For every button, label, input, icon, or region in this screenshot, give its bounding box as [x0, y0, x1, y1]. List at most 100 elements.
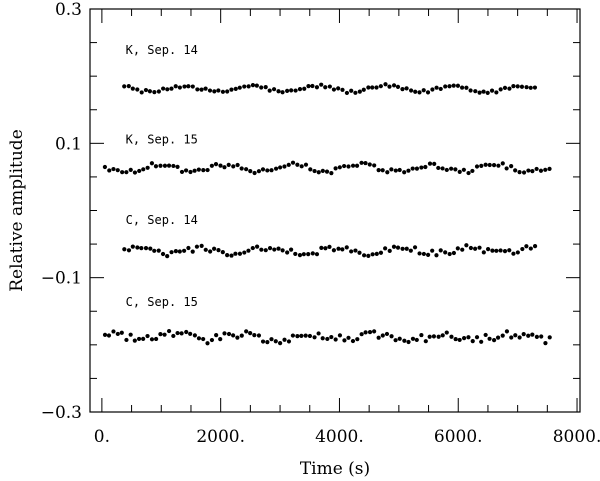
- data-point: [267, 88, 272, 93]
- data-point: [126, 83, 131, 89]
- data-point: [431, 334, 437, 339]
- data-point: [290, 160, 296, 165]
- data-point: [389, 334, 394, 339]
- data-point: [494, 90, 499, 95]
- data-point: [479, 163, 484, 168]
- data-point: [320, 336, 325, 341]
- data-point: [543, 167, 548, 172]
- data-point: [453, 336, 458, 342]
- data-point: [165, 87, 170, 92]
- data-point: [489, 88, 495, 93]
- data-point: [483, 162, 488, 167]
- data-point: [188, 169, 193, 175]
- data-point: [464, 85, 469, 90]
- data-point: [538, 168, 544, 173]
- data-point: [124, 170, 129, 175]
- data-point: [272, 247, 277, 252]
- data-point: [444, 167, 449, 173]
- data-point: [357, 89, 362, 94]
- data-point: [395, 245, 401, 250]
- data-point: [132, 170, 138, 175]
- data-point: [329, 171, 334, 176]
- data-point: [470, 168, 475, 174]
- data-point: [201, 168, 206, 173]
- data-point: [209, 163, 214, 168]
- data-point: [196, 167, 201, 172]
- data-point: [524, 244, 529, 249]
- data-point: [421, 88, 426, 93]
- data-point: [107, 168, 112, 173]
- data-point: [213, 162, 219, 167]
- series-label: K, Sep. 14: [126, 43, 198, 57]
- data-point: [513, 333, 518, 338]
- data-point: [141, 167, 146, 172]
- data-point: [449, 166, 454, 171]
- data-point: [423, 339, 428, 344]
- data-point: [231, 164, 236, 169]
- data-point: [521, 170, 527, 175]
- data-point: [515, 250, 520, 255]
- data-point: [374, 85, 379, 90]
- data-point: [303, 333, 308, 338]
- data-point: [183, 168, 189, 173]
- data-point: [340, 87, 345, 92]
- data-point: [225, 89, 230, 94]
- data-point: [154, 336, 159, 342]
- data-point: [526, 333, 531, 338]
- data-point: [156, 248, 161, 253]
- data-point: [203, 86, 208, 91]
- data-point: [507, 248, 512, 253]
- data-point: [443, 250, 448, 255]
- data-point: [391, 244, 397, 249]
- data-point: [122, 84, 127, 89]
- data-point: [246, 248, 251, 253]
- data-point: [212, 89, 217, 94]
- data-point: [363, 330, 368, 335]
- data-point: [344, 245, 349, 250]
- data-point: [496, 163, 501, 168]
- data-point: [239, 166, 244, 171]
- data-point: [342, 163, 347, 169]
- data-point: [233, 251, 238, 256]
- data-point: [293, 88, 298, 93]
- data-point: [451, 250, 457, 256]
- data-point: [242, 84, 247, 89]
- data-point: [349, 249, 354, 254]
- series-3: [122, 243, 538, 259]
- x-tick-label: 6000.: [434, 427, 483, 447]
- data-point: [319, 82, 324, 87]
- data-point: [139, 245, 144, 251]
- data-point: [132, 338, 137, 343]
- data-point: [128, 332, 133, 337]
- data-point: [244, 167, 249, 172]
- data-point: [285, 250, 290, 255]
- data-point: [477, 90, 482, 95]
- data-point: [182, 248, 187, 253]
- data-point: [460, 247, 465, 252]
- data-point: [148, 246, 153, 251]
- data-point: [547, 335, 552, 340]
- data-point: [162, 163, 168, 168]
- data-point: [222, 165, 227, 170]
- data-point: [102, 164, 108, 170]
- data-point: [427, 161, 433, 166]
- data-point: [128, 167, 133, 172]
- data-point: [404, 86, 409, 91]
- data-point: [139, 90, 144, 95]
- data-point: [477, 245, 482, 250]
- data-point: [102, 332, 108, 337]
- data-point: [229, 87, 234, 92]
- data-point: [290, 333, 296, 338]
- data-point: [158, 332, 163, 337]
- data-point: [160, 251, 166, 257]
- data-point: [124, 337, 129, 343]
- data-point: [502, 85, 508, 91]
- data-point: [143, 87, 149, 93]
- data-point: [233, 86, 238, 92]
- data-point: [263, 85, 268, 90]
- data-point: [528, 85, 533, 90]
- x-axis-title: Time (s): [300, 459, 370, 479]
- data-point: [226, 162, 231, 167]
- data-point: [367, 329, 373, 335]
- data-point: [302, 86, 307, 91]
